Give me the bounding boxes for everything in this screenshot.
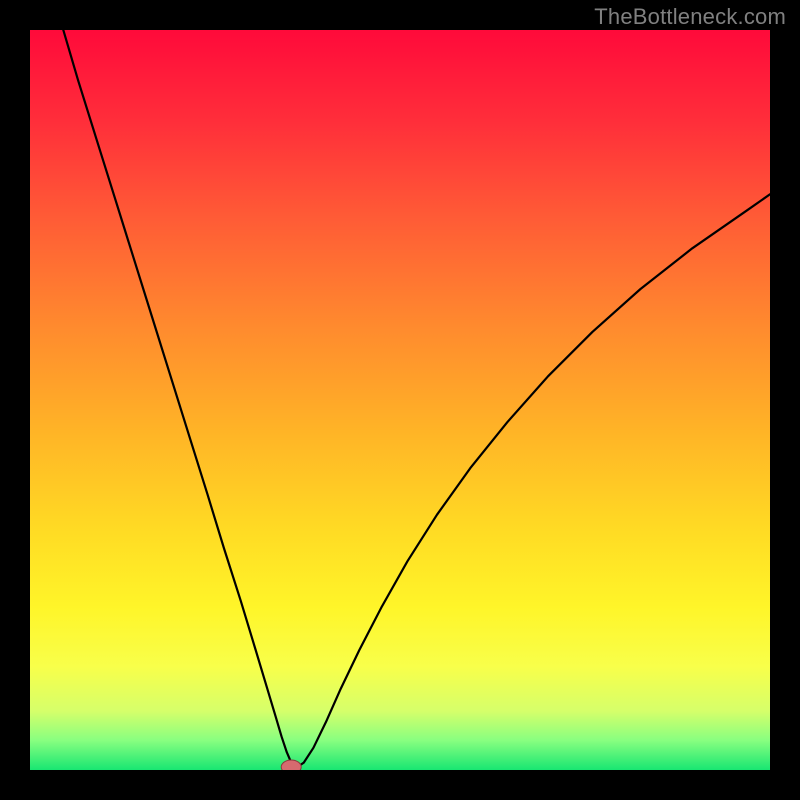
plot-svg [30, 30, 770, 770]
chart-frame: TheBottleneck.com [0, 0, 800, 800]
minimum-marker [281, 760, 301, 770]
plot-area [30, 30, 770, 770]
gradient-background [30, 30, 770, 770]
watermark-text: TheBottleneck.com [594, 4, 786, 30]
